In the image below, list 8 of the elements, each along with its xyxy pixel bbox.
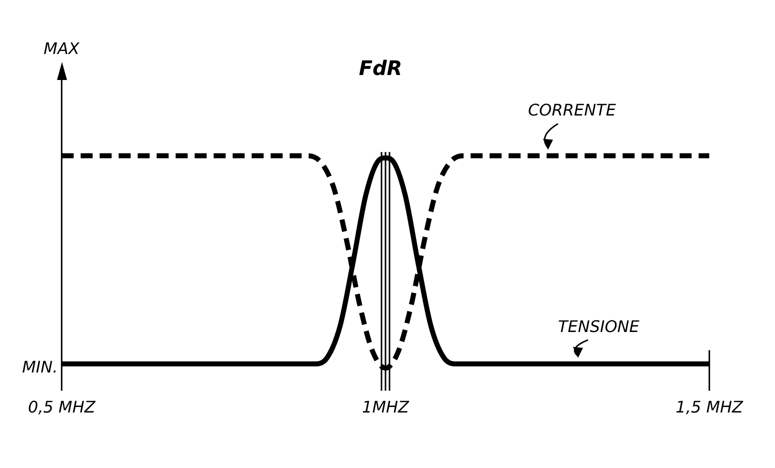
text: CORRENTE: [528, 100, 617, 120]
chart-title: FdR: [358, 56, 402, 80]
x-tick-label: 1,5 MHZ: [676, 398, 744, 417]
series-label: TENSIONE: [558, 316, 640, 336]
text: MAX: [44, 39, 80, 58]
x-tick-label: 0,5 MHZ: [28, 398, 96, 417]
text: MIN.: [22, 357, 58, 376]
x-tick-label: 1MHZ: [362, 398, 410, 417]
